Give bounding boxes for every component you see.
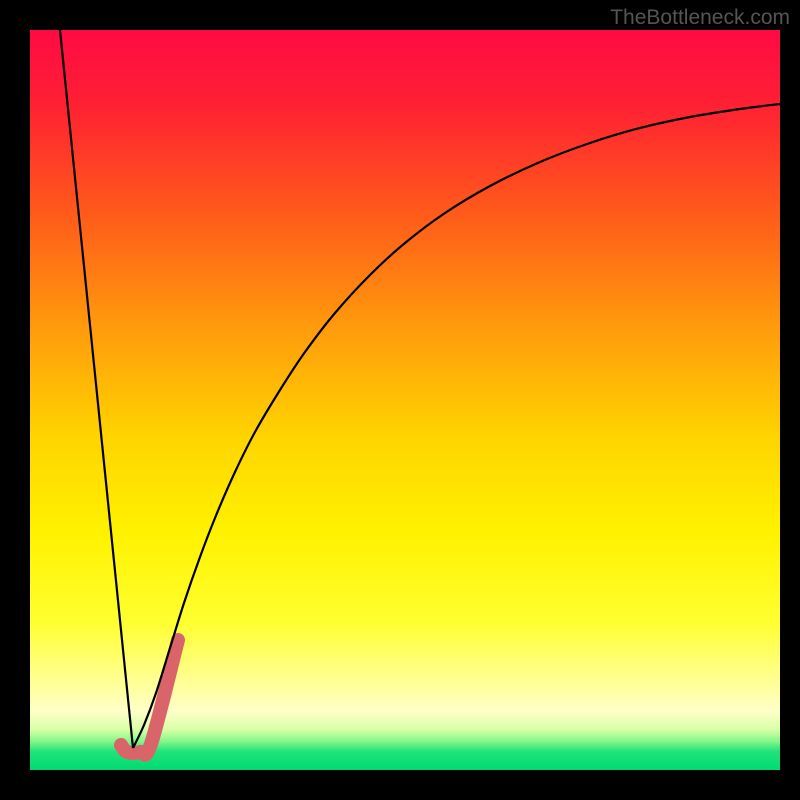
watermark-text: TheBottleneck.com bbox=[610, 6, 790, 30]
plot-background bbox=[30, 30, 780, 770]
chart-root: TheBottleneck.com bbox=[0, 0, 800, 800]
chart-svg bbox=[0, 0, 800, 800]
